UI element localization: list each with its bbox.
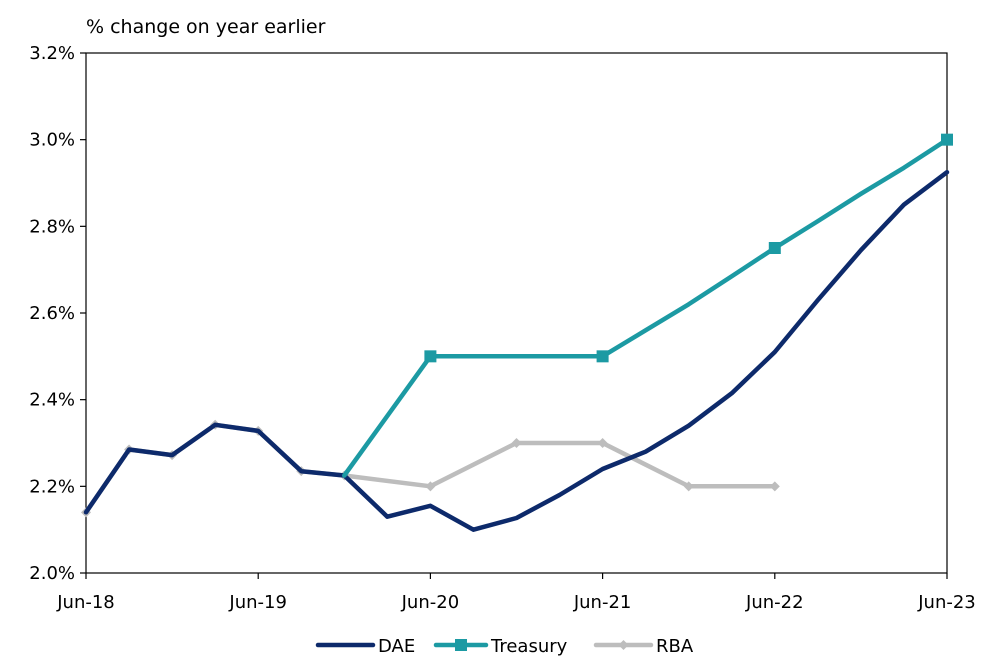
data-point-rba xyxy=(597,438,608,448)
legend: DAE Treasury RBA xyxy=(315,636,694,657)
y-tick-label: 3.2% xyxy=(29,43,75,64)
series-line-treasury xyxy=(342,137,950,478)
y-tick-label: 2.4% xyxy=(29,390,75,411)
data-point-rba xyxy=(511,438,522,448)
data-point-treasury xyxy=(596,350,609,363)
data-point-rba xyxy=(425,481,436,492)
legend-marker-rba xyxy=(618,640,629,650)
x-tick-label: Jun-18 xyxy=(56,592,115,613)
data-point-treasury xyxy=(941,133,953,146)
x-tick-label: Jun-20 xyxy=(401,592,460,613)
x-tick-label: Jun-22 xyxy=(745,592,804,613)
y-tick-label: 3.0% xyxy=(29,130,75,151)
x-tick-label: Jun-19 xyxy=(228,592,287,613)
series-layer xyxy=(81,133,953,532)
data-point-treasury xyxy=(424,350,437,363)
series-line-dae xyxy=(83,169,950,532)
y-axis-title: % change on year earlier xyxy=(86,16,326,38)
plot-area xyxy=(85,52,948,574)
data-point-treasury xyxy=(768,242,781,254)
x-axis: Jun-18 Jun-19 Jun-20 Jun-21 Jun-22 Jun-23 xyxy=(56,573,976,613)
x-tick-label: Jun-23 xyxy=(917,592,976,613)
y-axis: 2.0% 2.2% 2.4% 2.6% 2.8% 3.0% 3.2% xyxy=(29,43,86,584)
legend-marker-treasury xyxy=(455,639,467,651)
y-tick-label: 2.6% xyxy=(29,303,75,324)
legend-label-treasury: Treasury xyxy=(490,636,568,657)
x-tick-label: Jun-21 xyxy=(573,592,632,613)
data-point-rba xyxy=(683,481,694,492)
legend-label-dae: DAE xyxy=(378,636,415,657)
data-point-rba xyxy=(769,481,780,492)
legend-label-rba: RBA xyxy=(656,636,694,657)
y-tick-label: 2.8% xyxy=(29,216,75,237)
y-tick-label: 2.0% xyxy=(29,563,75,584)
y-tick-label: 2.2% xyxy=(29,476,75,497)
